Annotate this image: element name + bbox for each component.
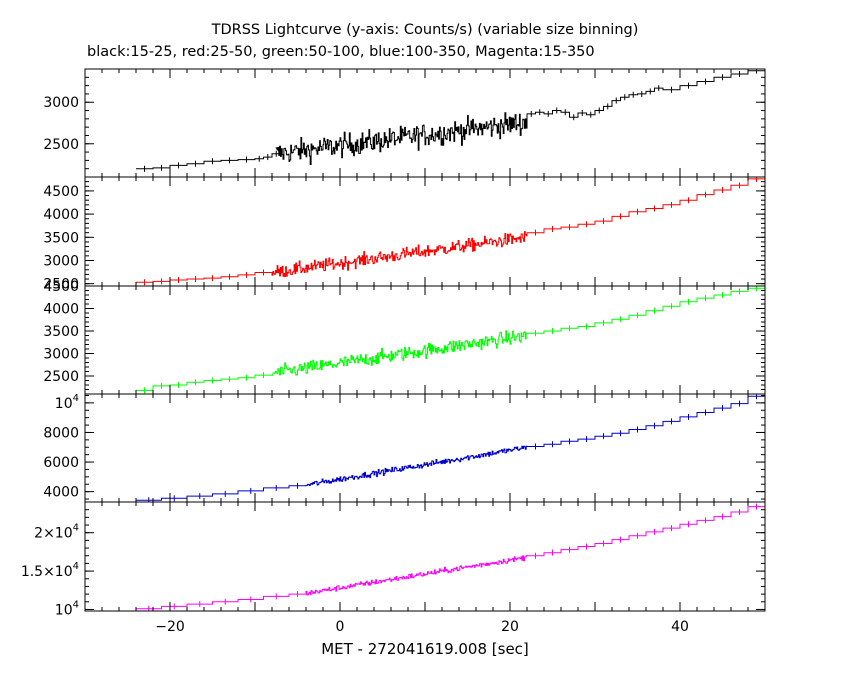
x-tick-label: 40 [671, 619, 689, 635]
x-axis-label: MET - 272041619.008 [sec] [321, 640, 529, 658]
panel-2: 2500 3000 3500 4000 4500 [43, 176, 766, 293]
chart-subtitle: black:15-25, red:25-50, green:50-100, bl… [87, 44, 595, 60]
y-tick-label: 104 [55, 393, 79, 412]
y-tick-label: 1.5×104 [21, 561, 79, 580]
panel-frame [84, 68, 766, 178]
y-tick-label: 4000 [43, 485, 79, 501]
y-tick-label: 2×104 [34, 523, 79, 542]
y-tick-label: 4000 [43, 302, 79, 318]
y-tick-exponent: 4 [73, 523, 79, 534]
series-line [136, 287, 765, 391]
y-tick-exponent: 4 [73, 393, 79, 404]
series-line [136, 178, 765, 283]
panel-4: 4000 6000 8000 104 [43, 393, 766, 503]
panel-frame [84, 501, 766, 612]
y-tick-label: 2500 [43, 137, 79, 153]
x-tick-label: 20 [501, 619, 519, 635]
panel-3: 2500 3000 3500 4000 4500 [43, 279, 766, 395]
panel-frame [84, 393, 766, 503]
x-tick-label: 0 [336, 619, 345, 635]
panel-1: 2500 3000 [43, 68, 766, 178]
y-tick-label: 8000 [43, 425, 79, 441]
series-line [136, 506, 765, 610]
y-tick-label: 3500 [43, 230, 79, 246]
series-line [136, 70, 765, 170]
y-tick-label: 4000 [43, 207, 79, 223]
y-tick-label: 2500 [43, 369, 79, 385]
y-tick-label: 3500 [43, 324, 79, 340]
y-tick-label: 3000 [43, 253, 79, 269]
y-tick-label: 3000 [43, 95, 79, 111]
y-tick-label: 6000 [43, 455, 79, 471]
panel-frame [84, 285, 766, 395]
panel-frame [84, 176, 766, 287]
y-tick-label: 4500 [43, 279, 79, 295]
y-tick-label: 104 [55, 599, 79, 618]
chart-title: TDRSS Lightcurve (y-axis: Counts/s) (var… [211, 22, 639, 38]
panel-5: 104 1.5×104 2×104 [21, 501, 766, 618]
x-tick-label: −20 [155, 619, 185, 635]
y-tick-label: 3000 [43, 347, 79, 363]
y-tick-exponent: 4 [73, 561, 79, 572]
y-tick-label: 4500 [43, 184, 79, 200]
y-tick-label: 2500 [43, 277, 79, 293]
y-tick-exponent: 4 [73, 599, 79, 610]
series-line [136, 395, 765, 501]
